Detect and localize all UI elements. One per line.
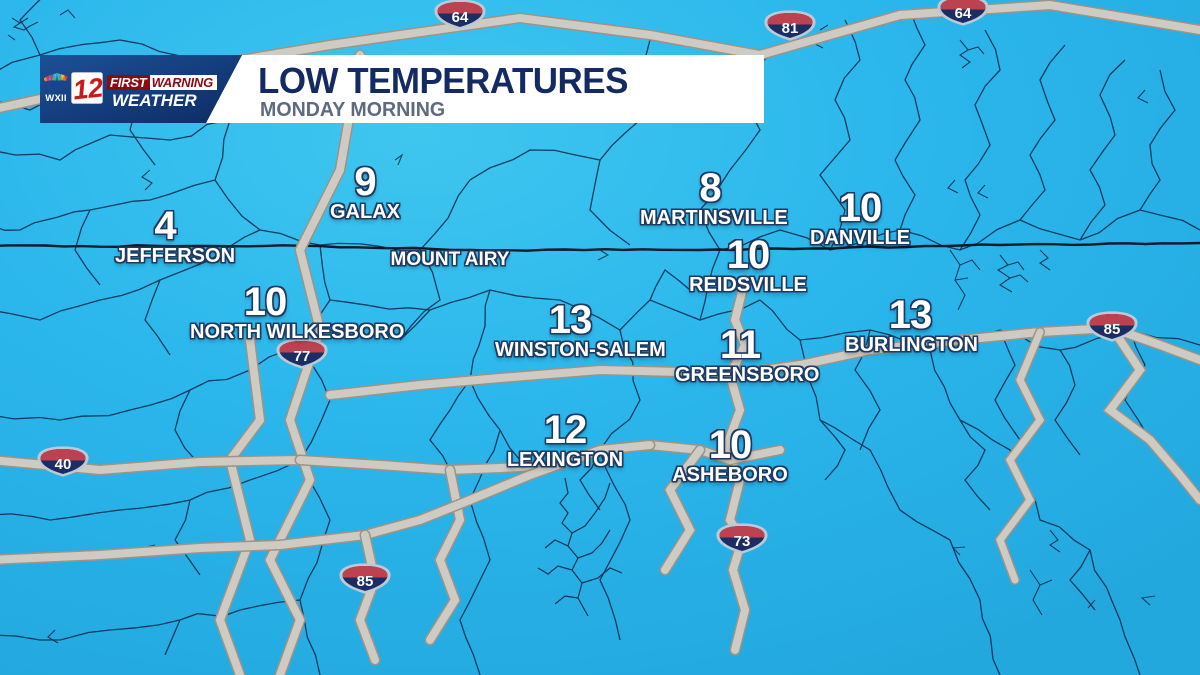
svg-text:12: 12 [72, 72, 103, 104]
